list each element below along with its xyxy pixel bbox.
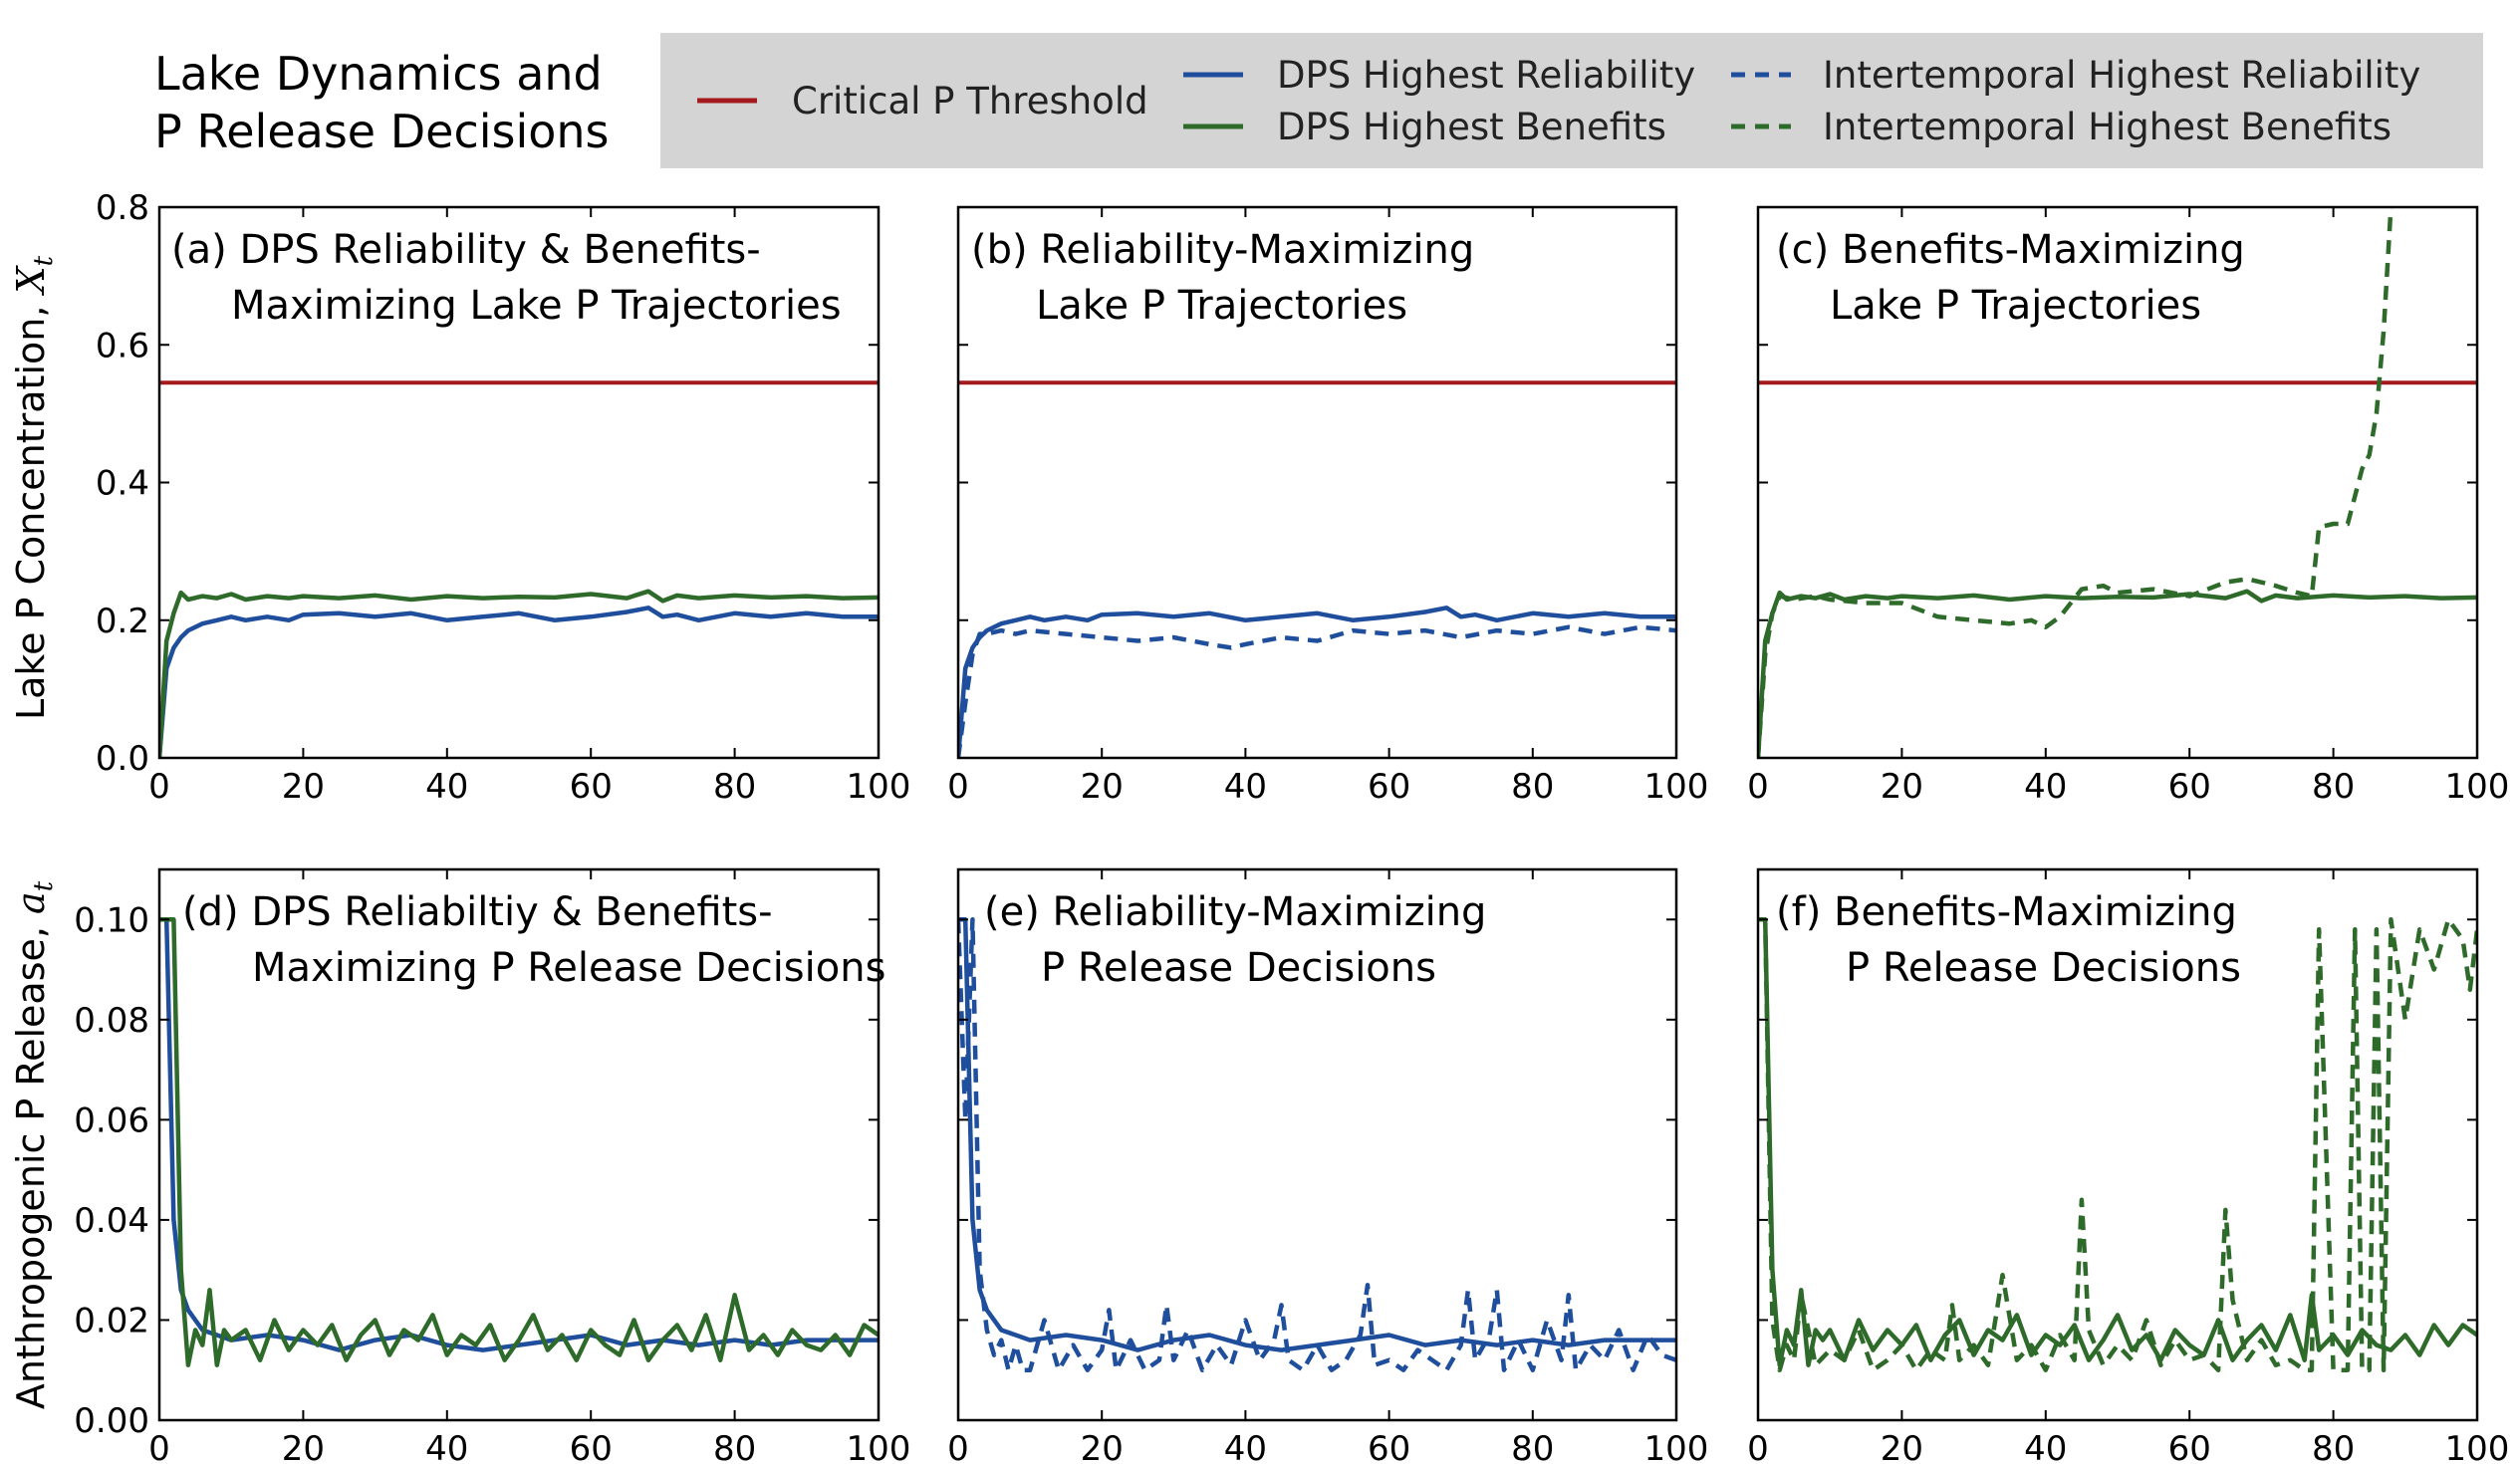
x-tick-label: 20 xyxy=(1881,767,1923,807)
y-tick-label: 0.2 xyxy=(96,602,149,641)
x-tick-label: 20 xyxy=(282,767,325,807)
x-tick-label: 80 xyxy=(713,1429,756,1464)
series-line-dps xyxy=(159,606,879,758)
panel-b: 0 20 40 60 80 100 (b) Reliability-Maximizing La… xyxy=(947,205,1709,807)
x-tick-label: 20 xyxy=(1081,767,1124,807)
y-tick-label: 0.08 xyxy=(74,1001,149,1041)
x-tick-label: 60 xyxy=(570,767,613,807)
axes-frame xyxy=(157,867,881,1422)
x-tick-label: 40 xyxy=(2024,767,2067,807)
y-tick-label: 0.04 xyxy=(74,1201,149,1241)
panel-title-line: P Release Decisions xyxy=(1041,945,1436,991)
panel-title-line: (c) Benefits-Maximizing xyxy=(1776,227,2245,273)
x-tick-label: 100 xyxy=(2445,767,2510,807)
x-tick-label: 80 xyxy=(1511,1429,1554,1464)
x-tick-label: 100 xyxy=(847,1429,911,1464)
x-tick-label: 40 xyxy=(425,767,468,807)
x-tick-label: 80 xyxy=(2312,1429,2355,1464)
x-tick-label: 20 xyxy=(1881,1429,1923,1464)
x-tick-label: 80 xyxy=(1511,767,1554,807)
legend-background xyxy=(660,33,2483,168)
panel-title-line: Lake P Trajectories xyxy=(1830,283,2201,329)
series-line-intertemporal xyxy=(958,624,1676,758)
x-tick-label: 100 xyxy=(1644,1429,1709,1464)
panel-c: 0 20 40 60 80 100 (c) Benefits-Maximizing Lake … xyxy=(1747,205,2510,807)
panel-title-line: (f) Benefits-Maximizing xyxy=(1776,889,2237,935)
top-row-ylabel: Lake P Concentration, Xt xyxy=(9,255,59,720)
x-tick-label: 20 xyxy=(282,1429,325,1464)
legend-label-intertemporal-benefits: Intertemporal Highest Benefits xyxy=(1823,106,2392,148)
panel-title-line: Lake P Trajectories xyxy=(1036,283,1407,329)
panel-a: 0 20 40 60 80 100 0.0 0.2 0.4 0.6 0.8 (a) DPS Relia… xyxy=(96,188,911,807)
legend: Critical P Threshold DPS Highest Reliabi… xyxy=(660,33,2483,168)
legend-label-intertemporal-reliability: Intertemporal Highest Reliability xyxy=(1823,54,2420,97)
x-tick-label: 40 xyxy=(425,1429,468,1464)
y-tick-label: 0.8 xyxy=(96,188,149,228)
x-tick-label: 80 xyxy=(2312,767,2355,807)
x-tick-label: 40 xyxy=(1224,767,1267,807)
series-line-dps xyxy=(958,606,1676,758)
x-tick-label: 0 xyxy=(1747,767,1769,807)
panel-title-line: (e) Reliability-Maximizing xyxy=(984,889,1486,935)
x-tick-label: 100 xyxy=(2445,1429,2510,1464)
x-tick-label: 60 xyxy=(1368,767,1410,807)
x-tick-label: 40 xyxy=(1224,1429,1267,1464)
series-line-dps xyxy=(159,589,879,758)
x-tick-label: 0 xyxy=(148,767,170,807)
x-tick-label: 40 xyxy=(2024,1429,2067,1464)
series-line-dps xyxy=(958,917,1676,1352)
figure-title-line1: Lake Dynamics and xyxy=(154,47,603,101)
legend-label-dps-benefits: DPS Highest Benefits xyxy=(1277,106,1666,148)
series-line-dps xyxy=(159,917,879,1352)
bottom-row-ylabel: Anthropogenic P Release, at xyxy=(9,880,59,1409)
x-tick-label: 0 xyxy=(148,1429,170,1464)
panel-title-line: (a) DPS Reliability & Benefits- xyxy=(171,227,761,273)
series-line-dps xyxy=(159,917,879,1367)
panel-title-line: (b) Reliability-Maximizing xyxy=(971,227,1474,273)
y-tick-label: 0.02 xyxy=(74,1301,149,1341)
y-tick-label: 0.00 xyxy=(74,1401,149,1441)
x-tick-label: 60 xyxy=(2168,1429,2211,1464)
y-tick-label: 0.06 xyxy=(74,1100,149,1140)
x-tick-label: 100 xyxy=(1644,767,1709,807)
panel-d: 0 20 40 60 80 100 0.00 0.02 0.04 0.06 0.08 0.10 (d) … xyxy=(74,867,911,1464)
panel-e: 0 20 40 60 80 100 (e) Reliability-Maximizing P … xyxy=(947,867,1709,1464)
x-tick-label: 80 xyxy=(713,767,756,807)
x-tick-label: 0 xyxy=(947,1429,969,1464)
panels: 0 20 40 60 80 100 0.0 0.2 0.4 0.6 0.8 (a) DPS Relia… xyxy=(74,188,2509,1464)
panel-title-line: Maximizing P Release Decisions xyxy=(252,945,885,991)
panel-title-line: P Release Decisions xyxy=(1846,945,2241,991)
x-tick-label: 60 xyxy=(2168,767,2211,807)
axes-frame xyxy=(956,867,1678,1422)
x-tick-label: 20 xyxy=(1081,1429,1124,1464)
series-line-intertemporal xyxy=(1758,207,2394,758)
series-line-dps xyxy=(1758,917,2477,1367)
figure-title-line2: P Release Decisions xyxy=(154,105,610,158)
series-line-intertemporal xyxy=(1758,917,2477,1372)
y-tick-label: 0.0 xyxy=(96,739,149,779)
panel-title-line: (d) DPS Reliabiltiy & Benefits- xyxy=(182,889,773,935)
series-line-dps xyxy=(1758,589,2477,758)
legend-label-dps-reliability: DPS Highest Reliability xyxy=(1277,54,1695,97)
y-tick-label: 0.4 xyxy=(96,464,149,504)
x-tick-label: 60 xyxy=(570,1429,613,1464)
axes-frame xyxy=(1756,867,2479,1422)
x-tick-label: 100 xyxy=(847,767,911,807)
x-tick-label: 60 xyxy=(1368,1429,1410,1464)
legend-label-threshold: Critical P Threshold xyxy=(792,80,1148,122)
y-tick-label: 0.10 xyxy=(74,900,149,940)
x-tick-label: 0 xyxy=(947,767,969,807)
panel-f: 0 20 40 60 80 100 (f) Benefits-Maximizing P Rel… xyxy=(1747,867,2510,1464)
x-tick-label: 0 xyxy=(1747,1429,1769,1464)
y-tick-label: 0.6 xyxy=(96,326,149,366)
panel-title-line: Maximizing Lake P Trajectories xyxy=(231,283,842,329)
